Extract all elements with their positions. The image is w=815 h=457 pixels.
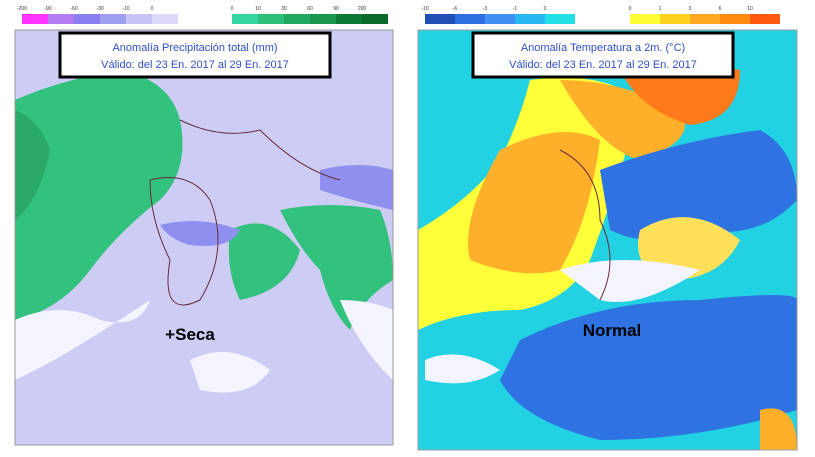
legend-swatch [74,14,100,24]
legend-label: 0 [231,6,234,12]
legend-swatch [660,14,690,24]
legend-swatch [152,14,178,24]
legend-swatch [258,14,284,24]
temp-map [417,29,798,451]
legend-swatch [126,14,152,24]
legend-label: 3 [689,6,692,12]
legend-swatch [690,14,720,24]
legend-swatch [485,14,515,24]
legend-swatch [100,14,126,24]
legend-label: 90 [333,6,339,12]
legend-swatch [630,14,660,24]
legend-swatch [48,14,74,24]
legend-label: 1 [659,6,662,12]
title-box [58,31,332,79]
legend-swatch [455,14,485,24]
subtitle: Válido: del 23 En. 2017 al 29 En. 2017 [101,59,289,71]
legend-label: -30 [96,6,103,12]
legend-swatch [545,14,575,24]
title-box [471,31,735,79]
legend-label: -3 [483,6,488,12]
legend-label: -6 [453,6,458,12]
map-label: +Seca [165,325,215,344]
title: Anomalía Precipitación total (mm) [112,42,277,54]
precip-map [14,29,394,446]
legend-swatch [362,14,388,24]
legend-label: 0 [629,6,632,12]
legend-swatch [425,14,455,24]
legend-swatch [720,14,750,24]
map-label: Normal [583,321,642,340]
legend-label: 200 [358,6,367,12]
legend-label: -10 [421,6,428,12]
legend-swatch [750,14,780,24]
legend-label: 30 [281,6,287,12]
title: Anomalía Temperatura a 2m. (°C) [521,42,685,54]
legend-label: 6 [719,6,722,12]
legend-label: 10 [255,6,261,12]
subtitle: Válido: del 23 En. 2017 al 29 En. 2017 [509,59,697,71]
legend-label: 0 [151,6,154,12]
legend-label: -10 [122,6,129,12]
legend-label: -60 [70,6,77,12]
legend-swatch [22,14,48,24]
legend-swatch [284,14,310,24]
legend-label: 10 [747,6,753,12]
legend-swatch [310,14,336,24]
legend-label: 0 [544,6,547,12]
legend-swatch [232,14,258,24]
legend-swatch [336,14,362,24]
legend-label: 60 [307,6,313,12]
legend-swatch [515,14,545,24]
legend-label: -200 [17,6,27,12]
legend-label: -1 [513,6,518,12]
legend-label: -90 [44,6,51,12]
